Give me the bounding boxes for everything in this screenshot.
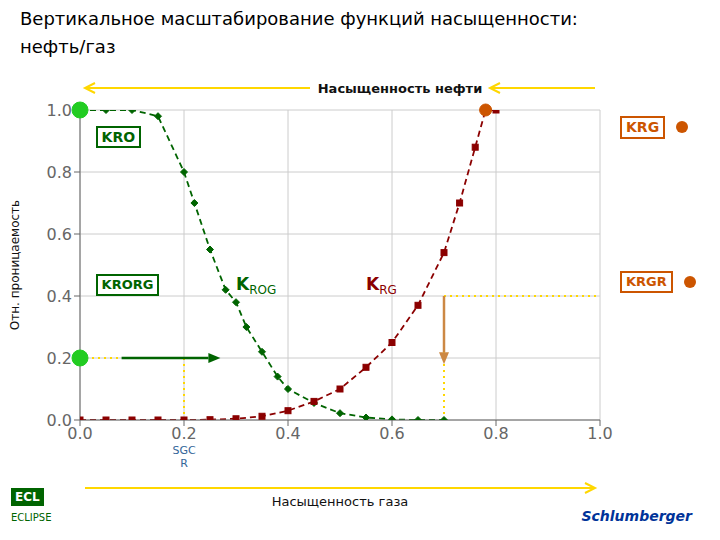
svg-text:Насыщенность газа: Насыщенность газа (272, 494, 409, 509)
svg-text:0.6: 0.6 (379, 424, 404, 443)
svg-text:0.6: 0.6 (47, 225, 72, 244)
svg-text:0.8: 0.8 (47, 163, 72, 182)
html-text:нефть/газ: нефть/газ (20, 36, 116, 57)
svg-text:1.0: 1.0 (47, 101, 72, 120)
html-text:KRG: KRG (626, 119, 660, 136)
svg-text:0.4: 0.4 (275, 424, 300, 443)
svg-text:0.4: 0.4 (47, 287, 72, 306)
svg-text:SGCR: SGCR (172, 444, 196, 470)
html-text:KRO: KRO (101, 128, 136, 145)
svg-text:KRG: KRG (366, 274, 397, 297)
svg-text:Отн. проницаемость: Отн. проницаемость (8, 200, 22, 330)
svg-text:Насыщенность нефти: Насыщенность нефти (318, 81, 483, 96)
html-text:ECL: ECL (15, 490, 40, 504)
svg-text:0.2: 0.2 (171, 424, 196, 443)
html-text:Вертикальное масштабирование ф: Вертикальное масштабирование функций нас… (20, 8, 578, 29)
svg-text:0.0: 0.0 (47, 411, 72, 430)
html-text:Schlumberger: Schlumberger (581, 508, 692, 524)
html-text:ECLIPSE: ECLIPSE (11, 512, 52, 523)
html-text:KRORG: KRORG (101, 277, 154, 293)
svg-text:0.0: 0.0 (67, 424, 93, 444)
svg-text:KROG: KROG (236, 274, 276, 297)
svg-text:0.2: 0.2 (47, 349, 72, 368)
svg-text:1.0: 1.0 (587, 424, 612, 443)
svg-text:0.8: 0.8 (483, 424, 508, 443)
html-text:KRGR: KRGR (626, 274, 667, 290)
